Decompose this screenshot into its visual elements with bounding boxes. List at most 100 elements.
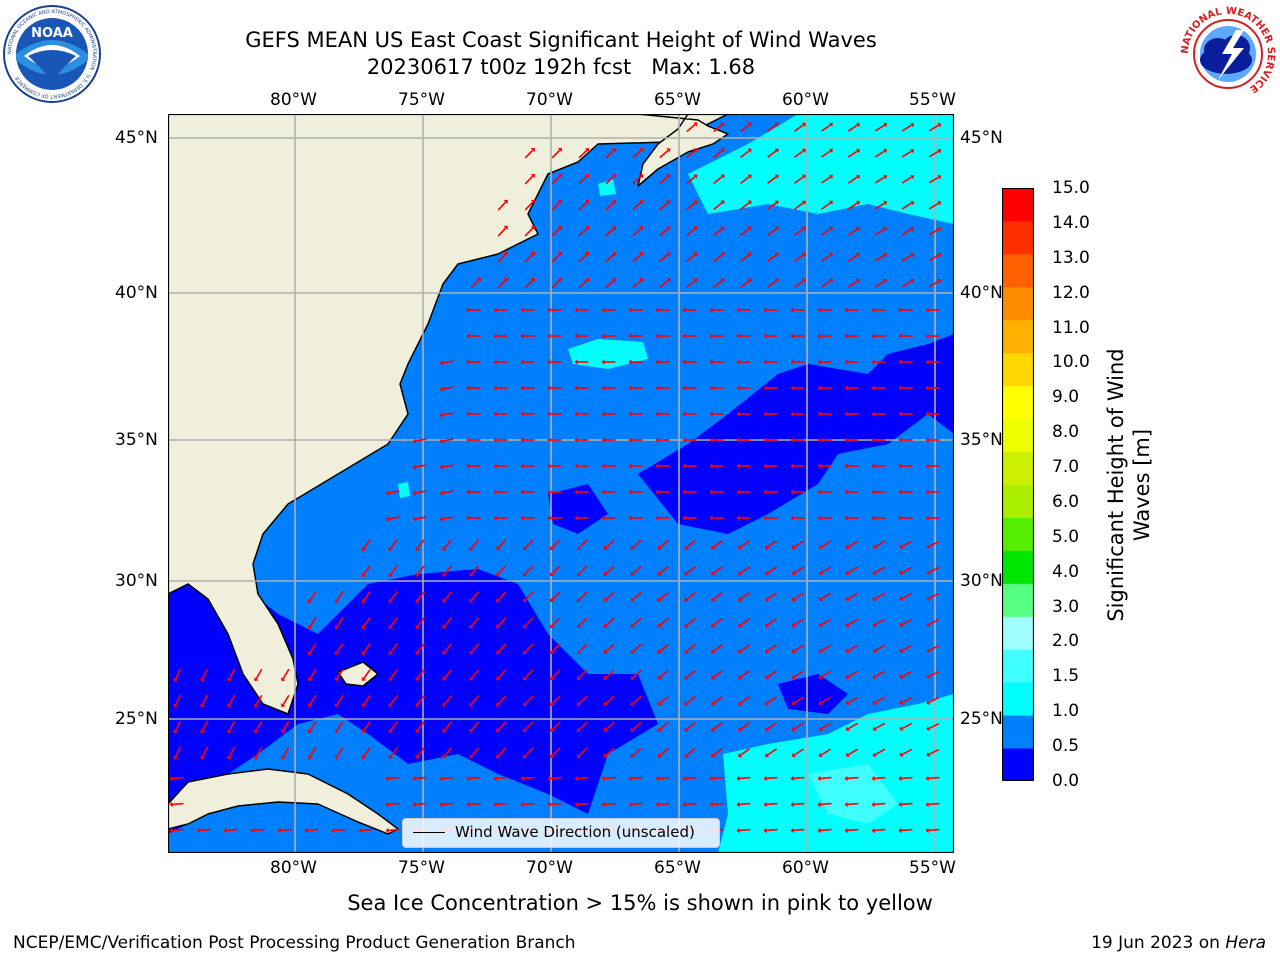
wave-direction-arrowhead [466,411,470,417]
wave-direction-arrowhead [720,200,725,205]
wave-direction-arrowhead [493,515,497,521]
wave-direction-arrowhead [871,801,875,808]
wave-direction-arrowhead [466,775,470,782]
wave-direction-arrow [309,694,317,706]
noaa-logo-text: NOAA [31,26,73,41]
wave-direction-arrowhead [764,570,770,576]
wave-direction-arrowhead [601,463,605,469]
wave-direction-arrowhead [883,252,888,258]
wave-direction-arrow [336,642,344,654]
wave-direction-arrowhead [334,651,340,656]
wave-direction-arrow [416,539,426,549]
wave-direction-arrow [793,592,805,600]
colorbar-tick: 14.0 [1052,212,1090,233]
wave-direction-arrowhead [307,755,313,760]
wave-direction-arrowhead [612,200,617,205]
wave-direction-arrowhead [557,199,562,205]
wave-direction-arrowhead [845,674,850,680]
wave-direction-arrowhead [828,174,833,180]
wave-direction-arrow [469,776,481,780]
wave-direction-arrow [631,776,643,780]
wave-direction-arrowhead [307,703,313,708]
wave-direction-arrowhead [439,438,444,444]
wave-direction-arrowhead [871,463,875,469]
wave-direction-arrow [713,175,723,185]
wave-direction-arrow [174,694,182,706]
wave-direction-arrowhead [801,226,806,232]
wave-direction-arrowhead [666,148,671,153]
wave-direction-arrowhead [550,623,555,629]
wave-direction-arrowhead [774,252,779,257]
wave-direction-arrow [363,539,371,549]
wave-direction-arrowhead [530,199,535,204]
wave-direction-arrowhead [684,727,689,732]
wave-direction-arrowhead [576,571,581,576]
wave-direction-arrowhead [173,755,179,760]
wave-direction-arrowhead [655,775,659,782]
wave-direction-arrow [793,566,805,574]
colorbar-cells [1002,188,1034,781]
wave-direction-arrowhead [693,174,698,179]
wave-direction-arrowhead [883,174,888,180]
colorbar-tick: 15.0 [1052,178,1090,198]
wave-direction-arrowhead [791,752,796,758]
wave-direction-arrow [390,721,398,731]
wave-direction-arrow [282,746,290,758]
wave-direction-arrowhead [358,827,362,834]
wave-direction-arrow [578,201,588,211]
wave-direction-arrowhead [817,801,821,808]
wave-direction-arrow [928,176,940,184]
wave-direction-arrowhead [628,463,632,469]
wave-direction-arrow [336,694,344,706]
wave-direction-arrowhead [442,754,447,759]
wave-direction-arrow [847,618,859,626]
wave-direction-arrow [415,464,427,468]
wave-direction-arrowhead [361,754,367,759]
wave-direction-arrowhead [630,727,635,732]
wave-direction-arrowhead [334,729,340,734]
wave-direction-arrowhead [818,622,823,628]
wave-direction-arrowhead [630,649,635,654]
wave-direction-arrowhead [856,226,861,232]
wave-direction-arrowhead [655,307,659,313]
wave-direction-arrowhead [684,701,689,706]
wave-direction-arrowhead [682,307,686,313]
wave-direction-arrowhead [684,571,689,576]
wave-direction-arrowhead [576,597,581,602]
wave-direction-arrow [632,253,642,263]
wave-direction-arrowhead [720,122,725,127]
wave-direction-arrow [551,201,561,211]
wave-direction-arrow [686,669,696,679]
wave-direction-arrowhead [493,775,497,782]
wave-direction-arrowhead [655,333,659,339]
wave-direction-arrow [442,412,454,416]
wave-direction-arrowhead [520,307,524,313]
wave-direction-arrowhead [709,775,713,782]
wave-direction-arrow [470,591,480,601]
wave-direction-arrowhead [747,122,752,127]
map-border [168,114,954,853]
lat-label-left: 25°N [115,709,158,729]
wave-direction-arrowhead [576,675,581,680]
wave-direction-arrowhead [845,752,850,758]
wave-direction-arrowhead [493,801,497,808]
wave-direction-arrow [443,747,453,757]
wave-direction-arrowhead [790,359,794,365]
wave-direction-arrow [605,617,615,627]
lon-label-bottom: 55°W [909,858,956,878]
wave-direction-arrowhead [801,122,806,128]
wave-direction-arrowhead [385,516,390,522]
wave-direction-arrowhead [442,624,447,629]
wave-direction-arrow [497,643,507,653]
wave-direction-arrowhead [412,516,417,522]
wave-direction-arrow [309,746,317,758]
wave-direction-arrow [172,776,184,780]
wave-direction-arrowhead [476,277,481,282]
colorbar-tick: 12.0 [1052,282,1090,303]
wave-direction-arrowhead [693,200,698,205]
wave-direction-arrowhead [790,463,794,469]
wave-direction-arrowhead [925,333,929,339]
wave-direction-arrow [767,670,777,678]
wave-direction-arrowhead [334,703,340,708]
wave-direction-arrow [443,591,453,601]
